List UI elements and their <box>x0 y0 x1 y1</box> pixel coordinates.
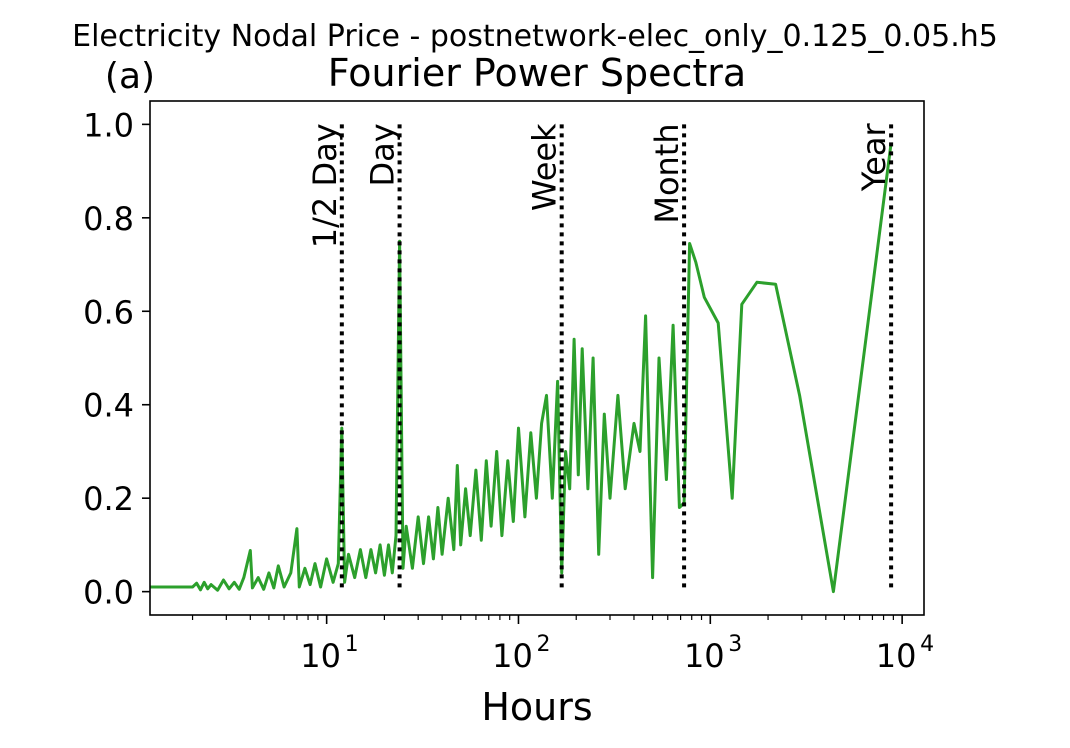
x-tick-label-exponent-1: 2 <box>536 632 550 657</box>
y-tick-label-2: 0.4 <box>83 387 134 425</box>
x-tick-label-exponent-2: 3 <box>728 632 742 657</box>
chart-title: Fourier Power Spectra <box>328 51 746 95</box>
y-tick-label-0: 0.0 <box>83 574 134 612</box>
reference-lines: 1/2 Day Day Week Month Year <box>306 123 894 592</box>
reference-line-label-3: Month <box>648 123 686 223</box>
reference-line-label-0: 1/2 Day <box>306 123 344 248</box>
reference-line-label-4: Year <box>855 123 893 193</box>
plot-area: 1/2 Day Day Week Month Year <box>150 123 894 594</box>
series-layer <box>150 142 893 594</box>
x-tick-label-exponent-3: 4 <box>920 632 934 657</box>
x-tick-label-0: 10 <box>300 637 341 675</box>
x-axis: 10 1 10 2 10 3 10 4 <box>191 615 934 675</box>
x-tick-label-3: 10 <box>876 637 917 675</box>
reference-line-label-2: Week <box>526 123 564 211</box>
axes-frame <box>149 100 925 616</box>
panel-label: (a) <box>105 56 155 97</box>
x-tick-label-1: 10 <box>492 637 533 675</box>
y-tick-label-5: 1.0 <box>83 106 134 144</box>
series-line-0 <box>150 142 893 594</box>
figure-suptitle: Electricity Nodal Price - postnetwork-el… <box>72 19 998 54</box>
y-tick-label-4: 0.8 <box>83 200 134 238</box>
x-tick-label-2: 10 <box>684 637 725 675</box>
x-tick-label-exponent-0: 1 <box>345 632 359 657</box>
y-tick-label-1: 0.2 <box>83 480 134 518</box>
y-axis: 0.0 0.2 0.4 0.6 0.8 1.0 <box>83 106 150 612</box>
y-tick-label-3: 0.6 <box>83 293 134 331</box>
x-axis-label: Hours <box>481 685 592 729</box>
reference-line-label-1: Day <box>364 123 402 186</box>
